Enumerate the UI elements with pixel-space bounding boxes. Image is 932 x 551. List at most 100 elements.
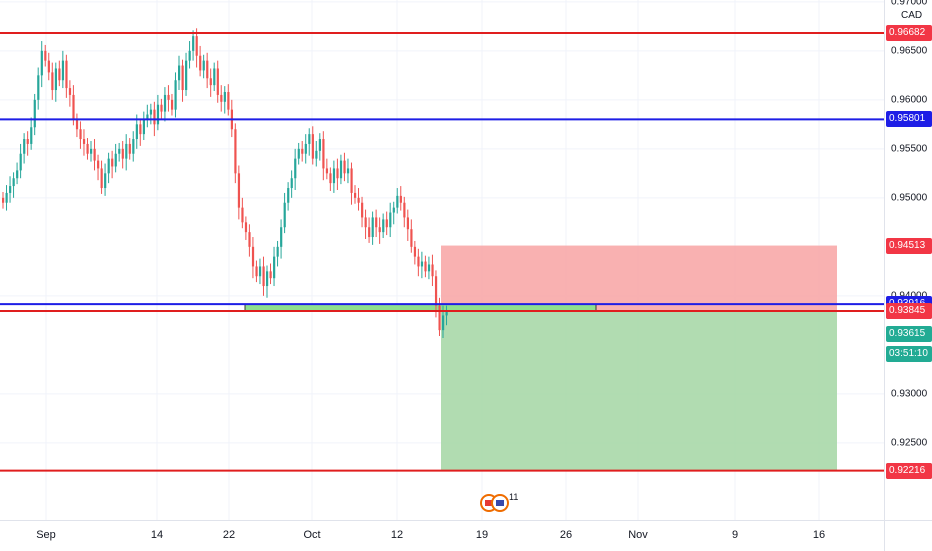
candle-body [142, 119, 145, 135]
price-badge: 0.96682 [886, 25, 932, 41]
candle-body [114, 153, 117, 167]
candle-body [220, 94, 223, 102]
candle-body [248, 232, 251, 247]
candle-body [9, 186, 12, 193]
candle-body [269, 271, 272, 279]
candle-body [146, 114, 149, 120]
candle-body [283, 202, 286, 228]
price-badge: 0.92216 [886, 462, 932, 479]
support-zone [244, 303, 597, 312]
candle-body [357, 197, 360, 203]
candle-body [399, 195, 402, 203]
price-badge: 0.94513 [886, 237, 932, 254]
candle-body [153, 109, 156, 125]
candle-body [192, 36, 195, 51]
candle-body [311, 134, 314, 159]
candle-body [258, 266, 262, 277]
candle-body [237, 173, 241, 208]
candle-body [322, 139, 325, 169]
candle-body [216, 68, 219, 95]
candle-body [68, 88, 72, 95]
candle-body [438, 305, 441, 331]
candle-body [86, 143, 89, 154]
candle-body [5, 192, 8, 203]
price-badge: 0.93615 [886, 325, 932, 342]
candle-body [392, 207, 395, 213]
candle-body [273, 256, 276, 279]
candle-body [128, 143, 131, 154]
horizontal-lines[interactable] [0, 32, 884, 472]
time-label: 26 [559, 529, 573, 541]
price-tick: 0.95000 [891, 192, 928, 204]
candle-body [79, 129, 82, 140]
candle-body [118, 148, 121, 154]
candle-body [336, 168, 339, 179]
candle-body [244, 222, 248, 233]
candle-body [75, 119, 79, 130]
candle-body [434, 276, 438, 306]
candle-body [19, 153, 22, 171]
candle-body [297, 148, 300, 159]
candle-body [413, 246, 417, 257]
candle-body [72, 94, 75, 120]
short-position-tool[interactable] [0, 245, 884, 471]
candle-body [121, 148, 124, 159]
candle-body [343, 160, 346, 174]
candle-body [318, 139, 321, 151]
candle-body [350, 168, 353, 193]
candle-body [174, 80, 177, 110]
price-tick: 0.92500 [891, 437, 928, 449]
time-label: 9 [731, 529, 739, 541]
candle-body [40, 50, 43, 76]
candle-body [33, 99, 36, 128]
price-chart[interactable] [0, 0, 884, 520]
candle-body [178, 65, 181, 81]
candle-body [47, 60, 50, 73]
candle-body [301, 148, 304, 154]
candle-body [93, 148, 96, 161]
candle-body [185, 60, 188, 91]
candle-body [364, 217, 367, 228]
candle-body [276, 246, 279, 257]
candle-body [290, 178, 293, 189]
candle-body [294, 158, 297, 179]
candle-body [287, 188, 290, 203]
candle-body [111, 158, 114, 167]
candle-body [97, 160, 100, 169]
candle-body [223, 91, 226, 102]
candle-body [262, 266, 265, 287]
candle-body [368, 227, 371, 238]
candle-body [160, 104, 163, 112]
time-label: Nov [628, 529, 648, 541]
candle-body [170, 99, 174, 110]
currency-label: CAD [901, 10, 923, 21]
candle-body [104, 173, 107, 189]
take-profit-zone [441, 311, 837, 471]
candle-body [280, 227, 283, 247]
candle-body [361, 202, 364, 218]
candle-body [442, 315, 445, 331]
time-label: 19 [475, 529, 489, 541]
price-tick: 0.93000 [891, 388, 928, 400]
time-axis[interactable]: Sep 14 22 Oct 12 19 26 Nov 9 16 [0, 520, 884, 551]
candle-body [206, 60, 209, 79]
candle-body [241, 207, 244, 223]
candle-body [181, 65, 184, 91]
price-axis[interactable]: CAD 0.97000 0.96500 0.96000 0.95500 0.95000 0… [884, 0, 932, 520]
candle-body [82, 139, 86, 144]
price-badge: 03:51:10 [886, 346, 932, 363]
candle-body [403, 202, 406, 218]
candle-body [107, 158, 110, 174]
candle-body [163, 94, 167, 112]
candle-body [30, 127, 33, 144]
candle-body [58, 68, 61, 81]
candle-body [346, 168, 350, 174]
candle-body [16, 170, 19, 179]
price-badge: 0.93845 [886, 303, 932, 320]
candle-body [410, 229, 413, 247]
candle-body [420, 261, 424, 267]
candle-body [61, 60, 65, 81]
candle-body [188, 50, 191, 61]
events-icon[interactable]: 11 [480, 492, 520, 514]
candle-body [332, 168, 336, 184]
